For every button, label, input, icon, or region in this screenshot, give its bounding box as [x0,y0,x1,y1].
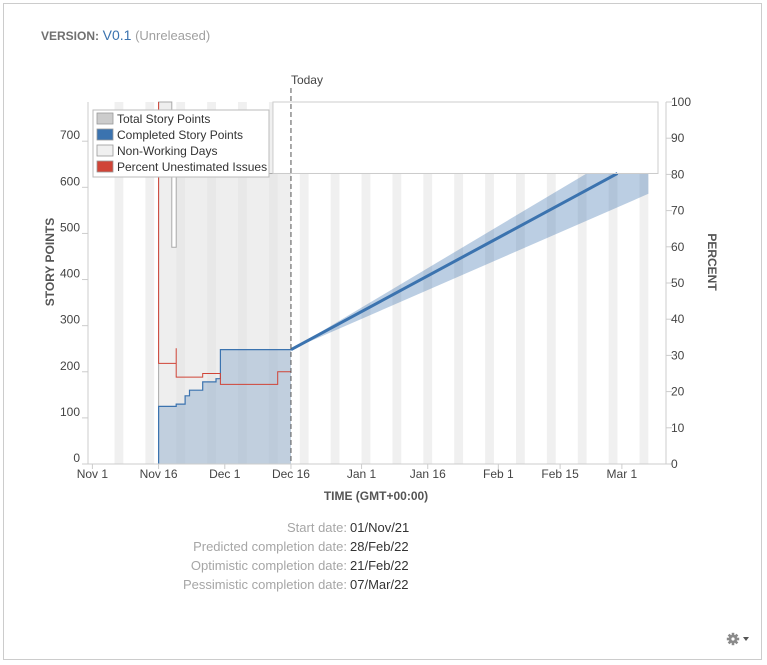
x-tick-label: Dec 16 [272,467,310,481]
completion-dates: Start date: 01/Nov/21 Predicted completi… [0,520,767,596]
start-date-value: 01/Nov/21 [350,520,410,535]
y-right-tick-label: 80 [671,167,685,181]
legend-box [92,109,270,178]
version-label: VERSION: [41,29,100,43]
legend-label: Percent Unestimated Issues [117,160,267,174]
start-date-row: Start date: 01/Nov/21 [0,520,767,539]
y-right-tick-label: 30 [671,348,685,362]
gear-icon [726,632,749,646]
pessimistic-date-value: 07/Mar/22 [350,577,409,592]
y-left-tick-label: 300 [60,313,80,327]
predicted-date-row: Predicted completion date: 28/Feb/22 [0,539,767,558]
legend-swatch [96,144,114,157]
future-scope-box [272,101,659,174]
forecast-cone [290,173,649,350]
non-working-day-band [454,102,464,464]
pessimistic-date-row: Pessimistic completion date: 07/Mar/22 [0,577,767,596]
x-tick-label: Nov 1 [77,467,109,481]
non-working-day-band [361,102,371,464]
legend-label: Non-Working Days [117,144,217,158]
x-tick-label: Nov 16 [140,467,178,481]
non-working-day-band [577,102,587,464]
legend-swatch [96,112,114,125]
non-working-day-band [299,102,309,464]
y-right-tick-label: 10 [671,421,685,435]
predicted-date-label: Predicted completion date: [193,539,347,554]
y-right-tick-label: 70 [671,204,685,218]
x-tick-label: Dec 1 [209,467,241,481]
y-left-tick-label: 0 [73,451,80,465]
non-working-day-band [546,102,556,464]
non-working-day-band [485,102,494,464]
y-left-tick-label: 600 [60,174,80,188]
y-right-tick-label: 100 [671,95,691,109]
start-date-label: Start date: [287,520,347,535]
y-right-tick-label: 90 [671,131,685,145]
non-working-day-band [114,102,124,464]
y-right-tick-label: 20 [671,385,685,399]
predicted-date-value: 28/Feb/22 [350,539,409,554]
version-name-link[interactable]: V0.1 [102,27,132,43]
x-tick-label: Jan 1 [347,467,377,481]
x-tick-label: Mar 1 [607,467,638,481]
version-status: (Unreleased) [135,28,211,43]
y-left-tick-label: 500 [60,220,80,234]
y-left-tick-label: 400 [60,267,80,281]
non-working-day-band [515,102,525,464]
y-right-tick-label: 40 [671,312,685,326]
caret-down-icon [743,637,749,641]
y-right-tick-label: 50 [671,276,685,290]
non-working-day-band [423,102,433,464]
optimistic-date-row: Optimistic completion date: 21/Feb/22 [0,558,767,577]
x-tick-label: Jan 16 [410,467,446,481]
non-working-day-band [608,102,618,464]
legend: Total Story Points Completed Story Points… [92,109,270,178]
percent-unestimated-line [158,102,291,385]
pessimistic-date-label: Pessimistic completion date: [182,577,347,592]
non-working-day-band [145,102,155,464]
legend-swatch [96,128,114,141]
legend-label: Completed Story Points [117,128,243,142]
legend-swatch [96,160,114,173]
optimistic-date-label: Optimistic completion date: [190,558,347,573]
y-left-tick-label: 700 [60,128,80,142]
total-story-points-area [158,102,291,464]
optimistic-date-value: 21/Feb/22 [350,558,409,573]
y-left-tick-label: 200 [60,359,80,373]
x-tick-label: Feb 1 [483,467,514,481]
completed-story-points-line [158,349,291,464]
x-axis-title: TIME (GMT+00:00) [324,489,428,503]
version-header: VERSION: V0.1 (Unreleased) [41,27,210,44]
y-axis-left-title: STORY POINTS [43,218,57,306]
non-working-day-band [330,102,340,464]
y-right-tick-label: 60 [671,240,685,254]
settings-menu-button[interactable] [725,631,755,647]
legend-label: Total Story Points [117,112,210,126]
version-report-chart: Today 0 100 200 300 400 500 600 700 0 10 20 30 40 50 60… [43,73,719,503]
y-right-tick-label: 0 [671,457,678,471]
non-working-day-band [392,102,402,464]
x-tick-label: Feb 15 [541,467,579,481]
non-working-day-band [639,102,649,464]
predicted-forecast-line [290,172,619,351]
completed-story-points-area [158,349,291,464]
y-axis-right-title: PERCENT [705,233,719,291]
today-label: Today [291,73,323,87]
y-left-tick-label: 100 [60,405,80,419]
